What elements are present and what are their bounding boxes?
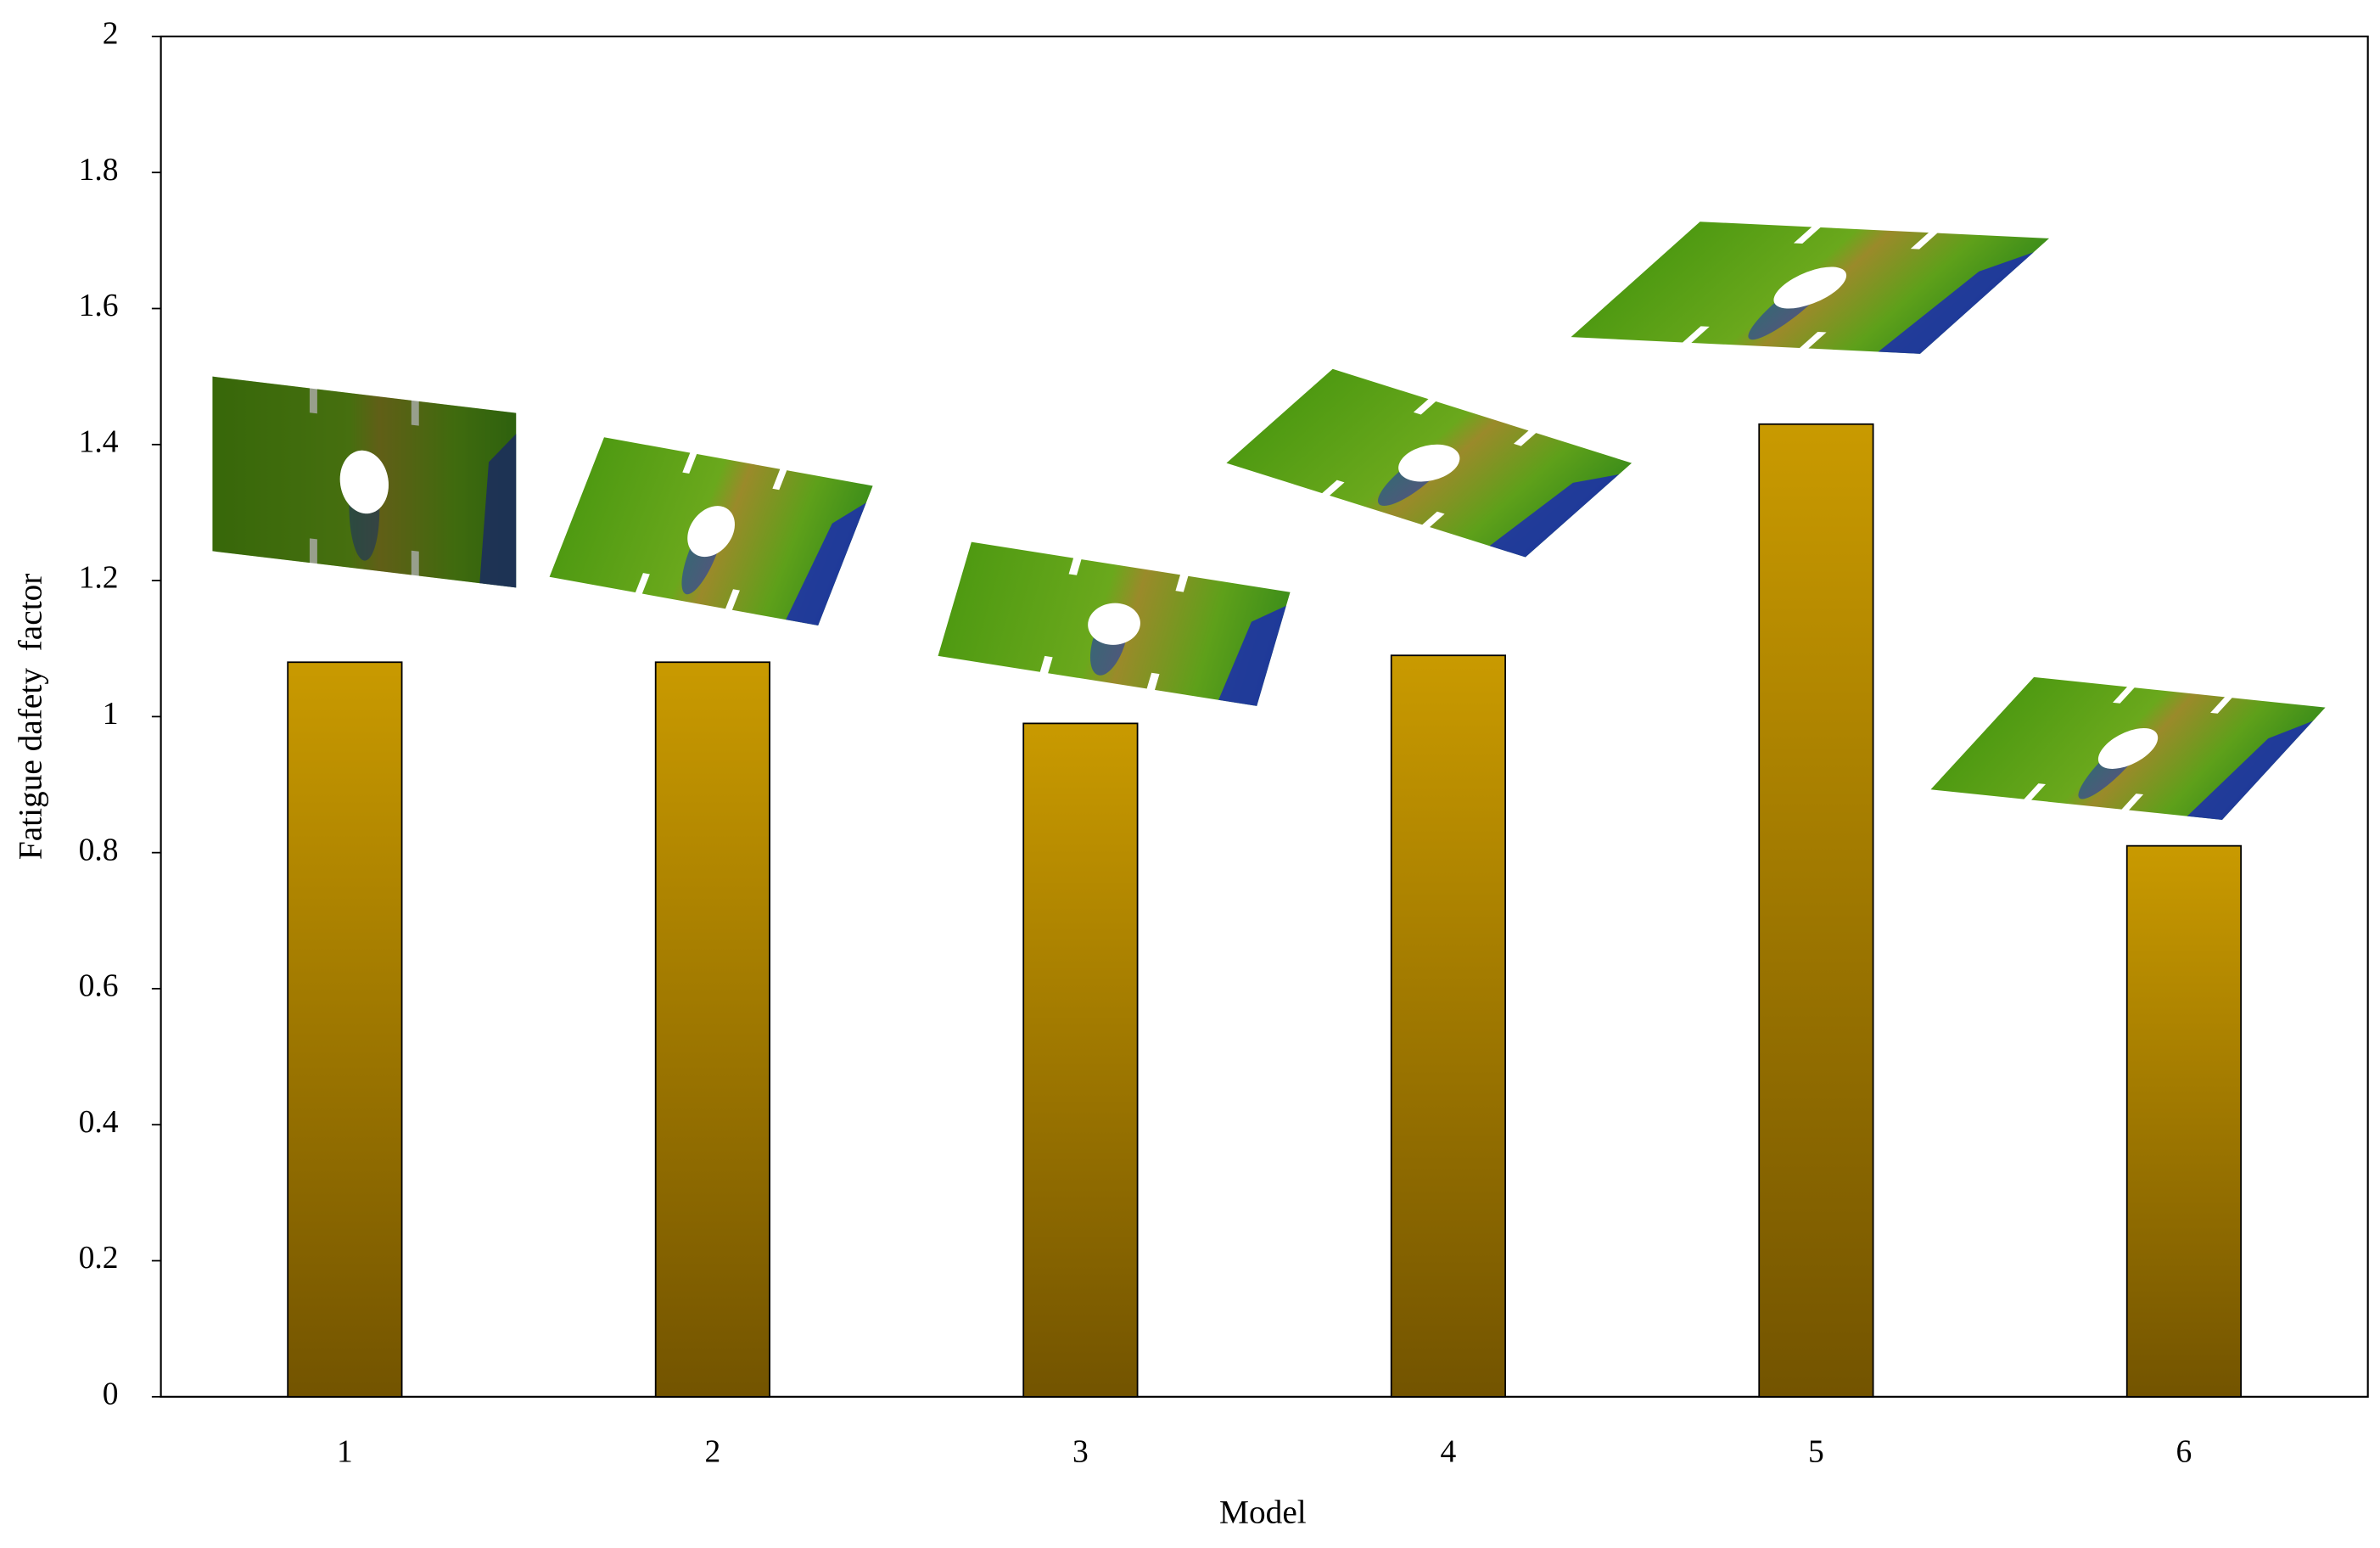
y-tick-label: 1.2 [79,561,119,596]
y-tick-label: 0.2 [79,1241,119,1276]
x-tick-label: 5 [1808,1434,1824,1469]
y-tick-label: 1.6 [79,289,119,323]
x-tick-label: 4 [1441,1434,1457,1469]
fea-image [548,434,874,629]
bar [654,661,770,1398]
fea-images [212,219,2328,822]
y-axis-title: Fatigue dafety factor [11,574,48,861]
bar [1758,423,1874,1398]
fea-image [1929,675,2328,822]
fea-image [937,539,1291,709]
x-axis-title: Model [1219,1493,1307,1530]
bar [2125,844,2243,1398]
fea-image [1224,367,1634,559]
bar [1390,654,1507,1398]
x-tick-label: 6 [2176,1434,2192,1469]
x-tick-label: 1 [337,1434,353,1469]
x-tick-label: 2 [704,1434,720,1469]
x-tick-label: 3 [1072,1434,1089,1469]
bar [287,661,403,1398]
y-tick-label: 2 [103,17,119,52]
fea-image [212,373,517,592]
y-tick-label: 1.8 [79,153,119,188]
y-tick-label: 0 [103,1377,119,1411]
y-tick-label: 0.4 [79,1105,119,1140]
y-tick-label: 1.4 [79,424,119,459]
bar [1022,722,1139,1398]
y-tick-label: 0.6 [79,969,119,1004]
y-tick-label: 1 [103,697,119,732]
fea-image [1568,219,2052,356]
y-tick-label: 0.8 [79,833,119,867]
